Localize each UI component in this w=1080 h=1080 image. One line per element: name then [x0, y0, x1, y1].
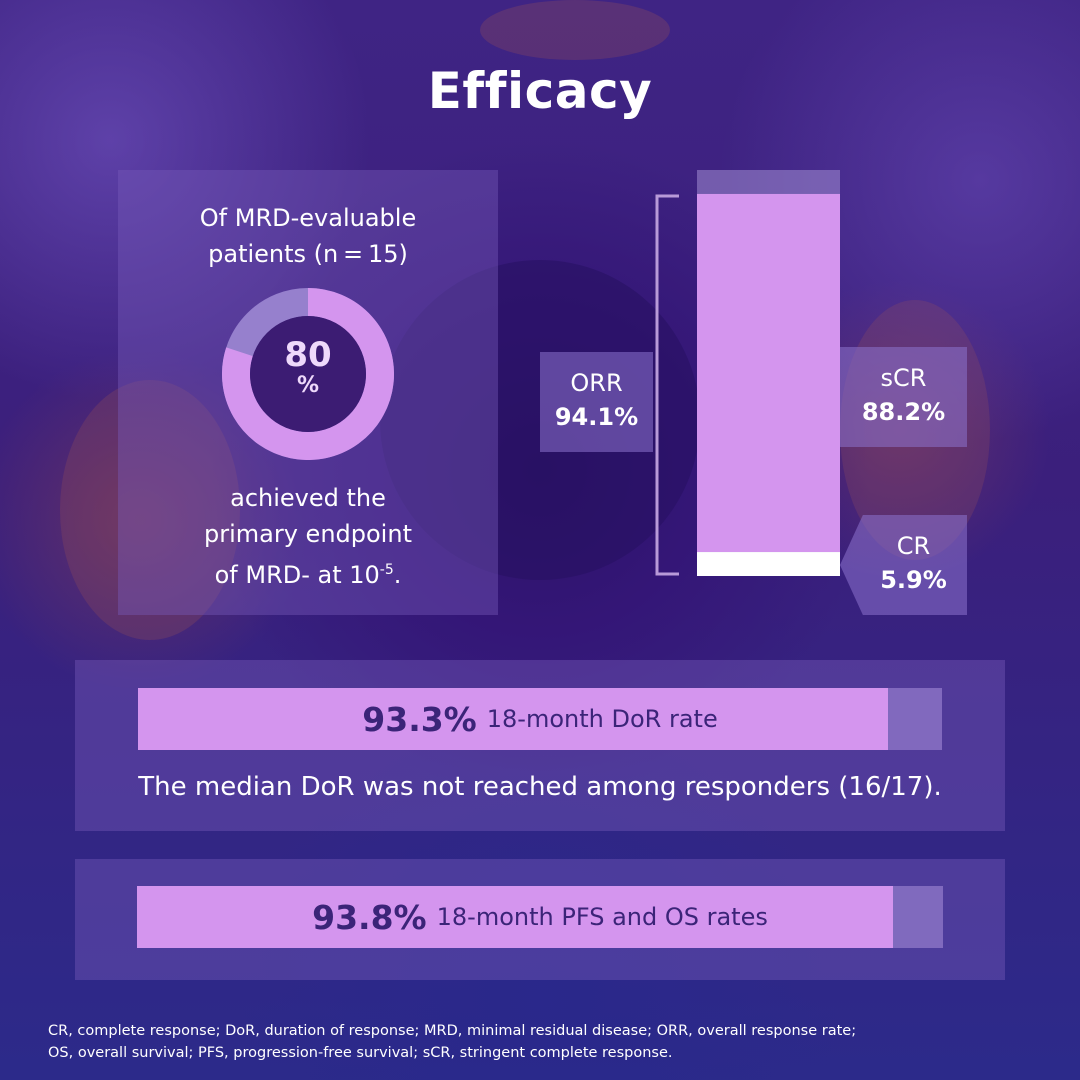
footnote-line2: OS, overall survival; PFS, progression-f… [48, 1045, 673, 1061]
mrd-intro-line1: Of MRD-evaluable [199, 204, 417, 232]
pfs-value: 93.8% [312, 897, 427, 937]
mrd-outcome-line3: of MRD- at 10-5. [118, 552, 498, 593]
pfs-bar-label: 93.8% 18-month PFS and OS rates [137, 886, 943, 948]
scr-label: sCR [880, 364, 927, 392]
donut-value-label: 80 % [258, 336, 358, 398]
pfs-label: 18-month PFS and OS rates [436, 903, 768, 931]
footnote: CR, complete response; DoR, duration of … [48, 1020, 1048, 1064]
dor-bar-label: 93.3% 18-month DoR rate [138, 688, 942, 750]
scr-label-box: sCR 88.2% [840, 347, 967, 447]
mrd-outcome: achieved the primary endpoint of MRD- at… [118, 480, 498, 593]
mrd-donut-chart [222, 288, 394, 460]
cr-label: CR [896, 532, 931, 560]
background-cell-blob [480, 0, 670, 60]
orr-value: 94.1% [554, 403, 639, 431]
mrd-outcome-line2: primary endpoint [204, 520, 412, 548]
orr-label-box: ORR 94.1% [540, 352, 653, 452]
dor-value: 93.3% [362, 699, 477, 739]
orr-bracket [655, 194, 679, 576]
mrd-value: 80 [284, 335, 332, 375]
dor-panel: 93.3% 18-month DoR rate The median DoR w… [75, 660, 1005, 831]
mrd-outcome-text: of MRD- at 10 [214, 561, 380, 589]
donut-hole [250, 316, 366, 432]
orr-label: ORR [570, 369, 623, 397]
bar-cr [697, 552, 840, 576]
pfs-bar-track: 93.8% 18-month PFS and OS rates [137, 886, 943, 948]
dor-bar-fill [138, 688, 889, 750]
mrd-intro: Of MRD-evaluable patients (n = 15) [118, 200, 498, 272]
mrd-outcome-end: . [393, 561, 402, 589]
pfs-panel: 93.8% 18-month PFS and OS rates [75, 859, 1005, 980]
dor-label: 18-month DoR rate [486, 705, 718, 733]
bar-scr [697, 193, 840, 553]
dor-bar-track: 93.3% 18-month DoR rate [138, 688, 942, 750]
pfs-bar-fill [137, 886, 894, 948]
donut-slice-mrd [222, 288, 394, 460]
response-stacked-bar-chart [655, 170, 840, 576]
footnote-line1: CR, complete response; DoR, duration of … [48, 1023, 857, 1039]
background-cell-blob [60, 380, 240, 640]
cr-value: 5.9% [880, 566, 947, 594]
mrd-intro-line2: patients (n = 15) [208, 240, 408, 268]
page-title: Efficacy [427, 62, 653, 120]
mrd-panel: Of MRD-evaluable patients (n = 15) 80 % … [118, 170, 498, 615]
dor-note: The median DoR was not reached among res… [138, 772, 942, 802]
cr-label-box: CR 5.9% [840, 515, 967, 615]
mrd-outcome-exponent: -5 [379, 562, 394, 578]
mrd-unit: % [296, 373, 320, 398]
mrd-outcome-line1: achieved the [230, 484, 386, 512]
scr-value: 88.2% [861, 398, 946, 426]
